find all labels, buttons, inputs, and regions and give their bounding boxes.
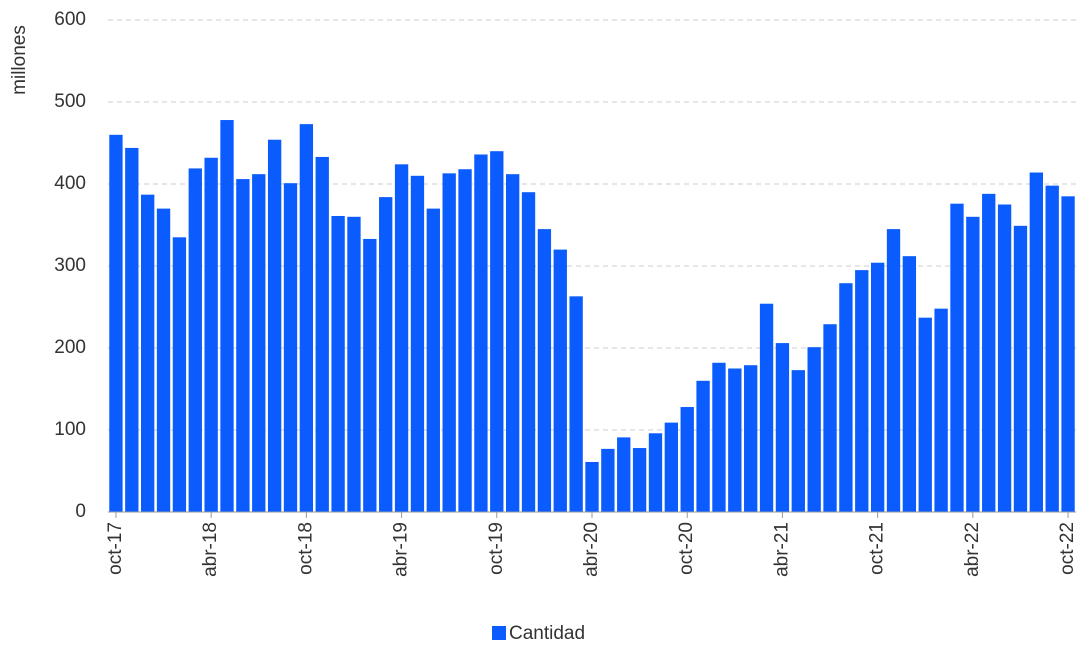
bar: [569, 296, 583, 512]
bar: [410, 175, 425, 513]
bar: [363, 238, 377, 512]
bar: [696, 380, 710, 512]
y-tick-label: 100: [54, 419, 86, 440]
bar: [1045, 185, 1059, 512]
y-tick-label: 0: [75, 501, 86, 522]
legend-label: Cantidad: [509, 623, 585, 644]
y-axis-label: millones: [9, 25, 30, 95]
bar: [125, 147, 139, 513]
bar: [474, 154, 488, 513]
x-tick-label: oct-19: [486, 522, 507, 575]
x-tick-label: oct-21: [867, 522, 888, 575]
x-tick-label: oct-18: [295, 522, 316, 575]
bar: [252, 174, 266, 512]
bar: [283, 183, 298, 512]
y-tick-label: 600: [54, 9, 86, 30]
y-tick-label: 300: [54, 255, 86, 276]
bar: [505, 174, 520, 512]
bar: [648, 433, 663, 512]
bar: [299, 124, 314, 512]
bar: [442, 173, 456, 512]
bar: [982, 193, 996, 512]
bar: [664, 422, 679, 512]
bar: [839, 283, 853, 512]
x-tick-label: abr-18: [200, 522, 221, 577]
bar: [109, 134, 123, 513]
bar: [934, 308, 948, 512]
bar: [156, 208, 171, 512]
bar: [807, 347, 821, 512]
bar: [1013, 225, 1028, 512]
x-tick-label: abr-19: [391, 522, 412, 577]
bar: [490, 151, 504, 512]
bar: [315, 156, 329, 512]
bar: [728, 368, 742, 512]
x-tick-label: abr-21: [771, 522, 792, 577]
bar: [855, 270, 869, 512]
bar: [759, 303, 774, 512]
bar: [236, 179, 250, 512]
bar: [458, 169, 472, 513]
bar: [617, 437, 631, 512]
bar: [775, 343, 790, 512]
bar: [886, 229, 901, 512]
bar: [997, 204, 1012, 512]
x-tick-label: oct-17: [105, 522, 126, 575]
bar: [680, 407, 694, 512]
bar: [902, 256, 917, 512]
bar: [379, 197, 393, 512]
bar: [823, 324, 837, 512]
bar: [521, 192, 536, 512]
bar: [347, 216, 361, 513]
bar: [426, 208, 440, 512]
bar: [966, 216, 980, 513]
bar: [712, 362, 726, 512]
bar: [744, 365, 758, 512]
bar: [1061, 196, 1075, 513]
bar: [220, 120, 234, 512]
bar: [537, 229, 552, 512]
bar: [632, 448, 647, 512]
bar: [1029, 172, 1043, 512]
bar: [331, 215, 345, 513]
x-tick-label: abr-20: [581, 522, 602, 577]
bar: [267, 139, 282, 512]
bar: [204, 157, 218, 512]
legend-swatch: [492, 626, 506, 640]
bar: [141, 194, 155, 512]
bar: [394, 164, 409, 512]
y-tick-label: 400: [54, 173, 86, 194]
bar: [791, 370, 805, 512]
x-tick-label: oct-20: [676, 522, 697, 575]
bar: [918, 317, 932, 512]
x-tick-label: oct-22: [1057, 522, 1078, 575]
bar: [172, 237, 187, 513]
bar: [188, 168, 202, 513]
y-tick-label: 200: [54, 337, 86, 358]
bar: [950, 203, 964, 512]
bar: [553, 249, 567, 512]
bar: [870, 262, 885, 512]
y-tick-label: 500: [54, 91, 86, 112]
x-tick-label: abr-22: [962, 522, 983, 577]
bar: [601, 448, 615, 512]
bar: [585, 461, 599, 512]
